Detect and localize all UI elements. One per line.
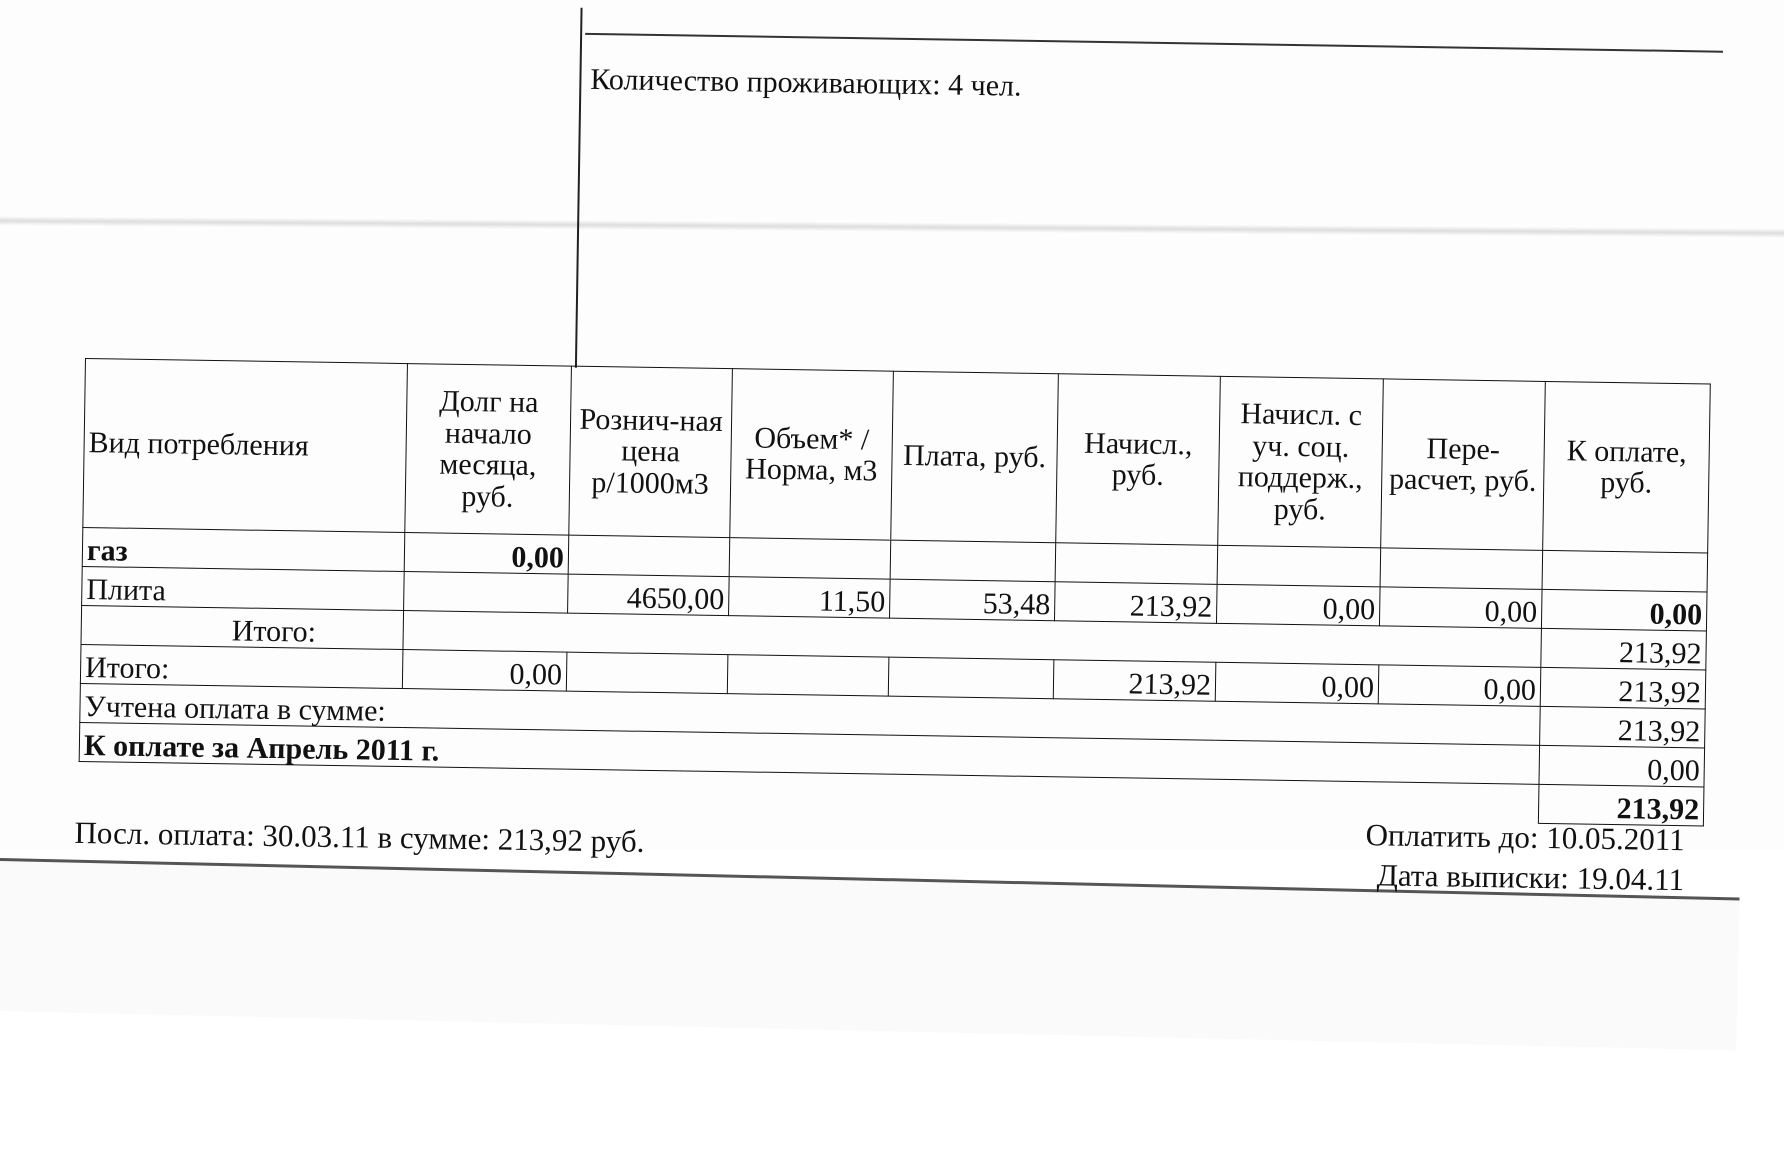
cell-label: Итого: [80, 605, 404, 650]
header-cell: К оплате, руб. [1542, 381, 1711, 554]
cell-recalc: 0,00 [1379, 586, 1543, 629]
header-cell: Начисл., руб. [1055, 373, 1221, 546]
header-cell: Плата, руб. [890, 371, 1059, 543]
header-cell: Долг на начало месяца, руб. [404, 363, 572, 536]
cell-to-pay: 0,00 [1538, 745, 1705, 787]
statement-date: Дата выписки: 19.04.11 [1376, 857, 1685, 898]
charges-table: Вид потребления Долг на начало месяца, р… [78, 358, 1711, 826]
cell-debt: 0,00 [402, 649, 567, 692]
cell-to-pay: 213,92 [1539, 706, 1706, 748]
cell-to-pay: 213,92 [1540, 667, 1706, 709]
header-cell: Вид потребления [82, 358, 408, 533]
dates-block: Оплатить до: 10.05.2011 Дата выписки: 19… [1365, 815, 1685, 901]
divider-vertical [574, 7, 583, 368]
cell-recalc: 0,00 [1378, 664, 1541, 707]
divider-horizontal [585, 32, 1724, 53]
cell-fee: 53,48 [889, 579, 1056, 621]
table-header-row: Вид потребления Долг на начало месяца, р… [82, 358, 1711, 554]
cell-charged: 213,92 [1054, 581, 1218, 624]
cell-charged-social: 0,00 [1215, 662, 1379, 704]
last-payment: Посл. оплата: 30.03.11 в сумме: 213,92 р… [74, 814, 645, 859]
residents-count: Количество проживающих: 4 чел. [590, 62, 1022, 103]
cell-to-pay: 0,00 [1541, 589, 1708, 632]
cell-label: Итого: [80, 644, 403, 689]
cell-charged-social: 0,00 [1216, 584, 1381, 626]
cell-debt: 0,00 [404, 532, 569, 575]
cell-label: Плита [81, 566, 405, 611]
header-cell: Рознич-ная цена р/1000м3 [568, 366, 733, 538]
cell-label: газ [82, 527, 405, 572]
header-cell: Начисл. с уч. соц. поддерж., руб. [1217, 376, 1384, 548]
pay-by-date: Оплатить до: 10.05.2011 [1365, 817, 1685, 858]
cell-volume: 11,50 [728, 576, 891, 619]
cell-charged: 213,92 [1053, 659, 1216, 702]
cell-to-pay: 213,92 [1540, 628, 1707, 670]
header-cell: Объем* / Норма, м3 [729, 368, 894, 541]
document-page [0, 0, 1784, 850]
cell-price: 4650,00 [567, 574, 730, 616]
bill-content: Количество проживающих: 4 чел. Вид потре… [74, 7, 1724, 897]
header-cell: Пере-расчет, руб. [1380, 378, 1546, 551]
